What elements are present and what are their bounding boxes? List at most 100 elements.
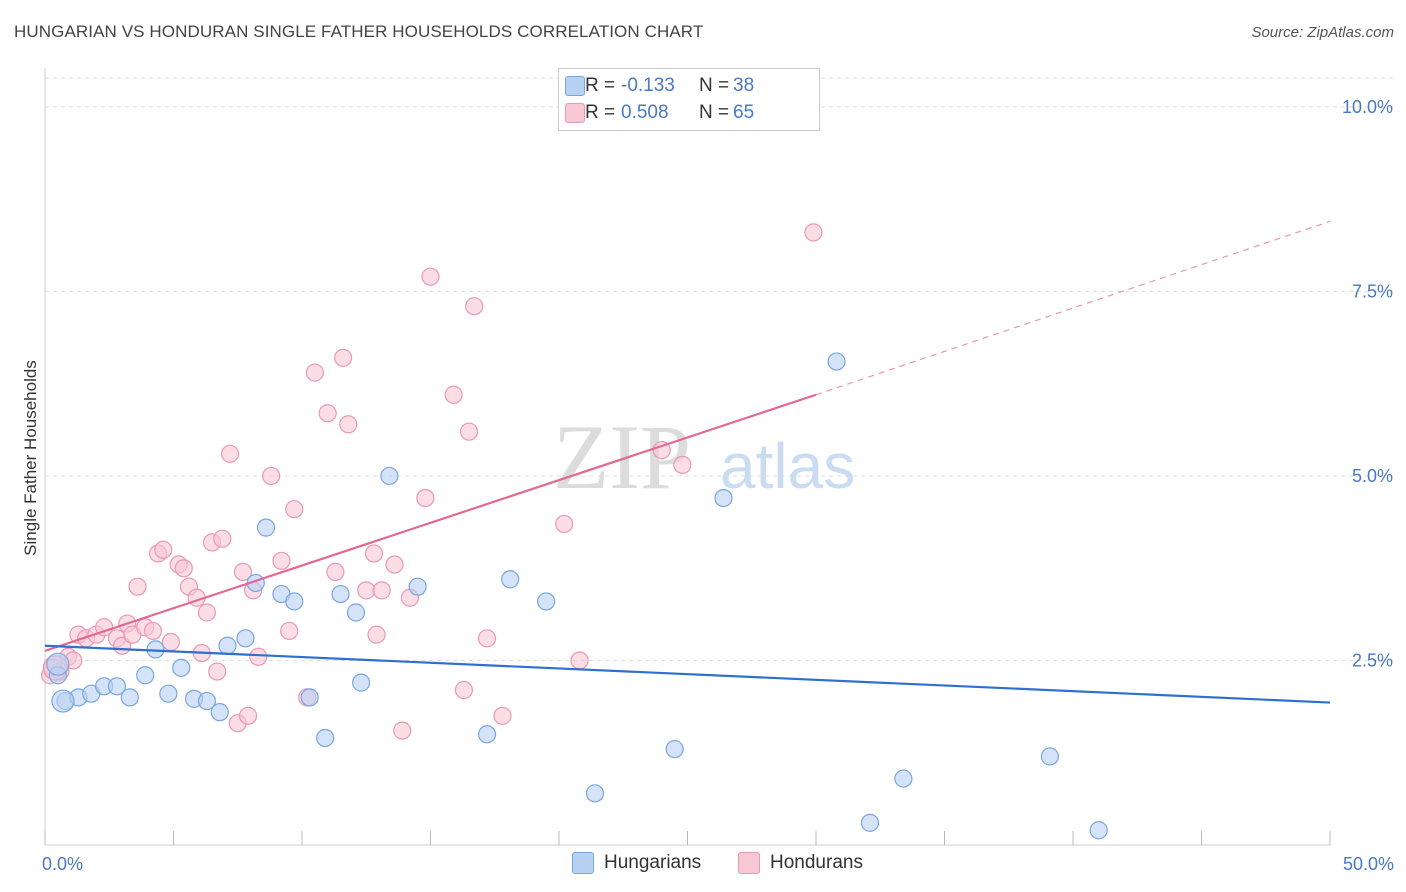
hungarian-point (665, 739, 684, 759)
honduran-point (233, 562, 252, 582)
hungarian-point (827, 352, 846, 371)
hungarian-point (210, 703, 229, 722)
bottom-legend-hungarians: Hungarians (572, 852, 701, 874)
watermark-zip: ZIP (553, 406, 691, 508)
hungarian-point (159, 684, 178, 703)
hungarian-point (300, 688, 319, 707)
honduran-point (213, 529, 232, 548)
bottom-legend-hondurans: Hondurans (738, 852, 863, 874)
x-tick-label: 50.0% (1343, 854, 1394, 874)
axes (44, 68, 1331, 846)
honduran-point (272, 551, 291, 570)
hungarian-trend-line (44, 644, 1331, 704)
hungarian-point (714, 488, 733, 508)
hungarian-point (860, 813, 880, 832)
hungarian-point (120, 688, 139, 707)
hungarian-point (501, 570, 520, 589)
honduran-point (238, 706, 258, 725)
hungarian-point (537, 592, 556, 611)
tick-labels: 2.5% 5.0% 7.5% 10.0% 0.0% 50.0% (42, 97, 1394, 874)
honduran-point (465, 297, 484, 316)
hungarian-point (352, 673, 371, 692)
honduran-point (339, 415, 358, 434)
legend-n-label: N = (699, 75, 730, 96)
honduran-point (161, 632, 181, 652)
hungarian-point (172, 658, 191, 677)
hungarians-legend-swatch (572, 852, 594, 874)
honduran-point (804, 223, 823, 242)
honduran-point (154, 540, 173, 559)
hungarian-point (331, 584, 350, 604)
honduran-point (372, 581, 391, 600)
hondurans-swatch (565, 103, 585, 123)
hungarian-point (107, 677, 127, 696)
honduran-point (128, 577, 147, 596)
honduran-point (357, 581, 376, 600)
hungarian-points (46, 352, 1108, 840)
legend-r-value: 0.508 (621, 102, 669, 123)
honduran-point (416, 488, 435, 508)
honduran-point (673, 455, 692, 474)
legend-r-value: -0.133 (621, 75, 675, 96)
hungarian-point (51, 689, 75, 713)
honduran-point (285, 500, 304, 519)
honduran-point (174, 559, 193, 578)
y-axis-label: Single Father Households (21, 360, 40, 556)
honduran-point (249, 647, 268, 666)
y-tick-label: 7.5% (1352, 281, 1393, 301)
honduran-trend-extension (815, 220, 1331, 396)
hungarian-point (477, 725, 497, 744)
honduran-point (652, 441, 671, 460)
honduran-point (421, 267, 440, 286)
honduran-point (280, 621, 299, 641)
legend-row-hungarians: R = -0.133 N = 38 (565, 74, 755, 98)
honduran-point (367, 625, 386, 644)
honduran-point (208, 662, 227, 681)
hungarian-point (256, 518, 276, 537)
honduran-point (334, 348, 353, 367)
legend-n-value: 38 (733, 75, 755, 96)
hungarian-point (316, 728, 335, 748)
source-label: Source: ZipAtlas.com (1251, 24, 1394, 41)
hungarian-point (380, 466, 399, 486)
honduran-point (493, 706, 512, 725)
honduran-trend-line (44, 393, 817, 652)
honduran-point (143, 621, 163, 641)
hungarian-point (46, 652, 70, 676)
legend-r-label: R = (585, 75, 616, 96)
watermark-atlas: atlas (720, 430, 855, 502)
legend-n-value: 65 (733, 102, 755, 123)
hondurans-legend-label: Hondurans (770, 852, 863, 873)
hungarian-point (218, 636, 237, 655)
honduran-point (570, 651, 589, 670)
correlation-legend: R = -0.133 N = 38 R = 0.508 N = 65 (558, 68, 820, 131)
honduran-point (318, 404, 337, 423)
hungarians-legend-label: Hungarians (604, 852, 702, 873)
y-tick-label: 2.5% (1352, 650, 1393, 670)
legend-r-label: R = (585, 102, 616, 123)
watermark: ZIP atlas (553, 406, 855, 508)
honduran-point (393, 721, 412, 740)
honduran-point (444, 385, 463, 404)
hungarian-point (1040, 747, 1059, 766)
hungarian-point (136, 666, 155, 685)
trend-lines (44, 220, 1331, 704)
honduran-point (454, 680, 474, 700)
hondurans-legend-swatch (738, 852, 760, 874)
honduran-point (555, 514, 574, 534)
honduran-point (364, 544, 384, 563)
honduran-point (305, 363, 324, 382)
legend-row-hondurans: R = 0.508 N = 65 (565, 101, 755, 125)
honduran-point (197, 603, 217, 622)
x-tick-label: 0.0% (42, 854, 83, 874)
honduran-point (262, 466, 281, 486)
hungarian-point (346, 603, 366, 622)
chart-title: HUNGARIAN VS HONDURAN SINGLE FATHER HOUS… (14, 22, 704, 41)
honduran-point (477, 629, 497, 648)
hungarian-point (236, 629, 255, 648)
hungarian-point (408, 577, 427, 596)
hungarian-point (285, 592, 304, 611)
hungarian-point (197, 691, 217, 711)
honduran-point (459, 422, 479, 441)
